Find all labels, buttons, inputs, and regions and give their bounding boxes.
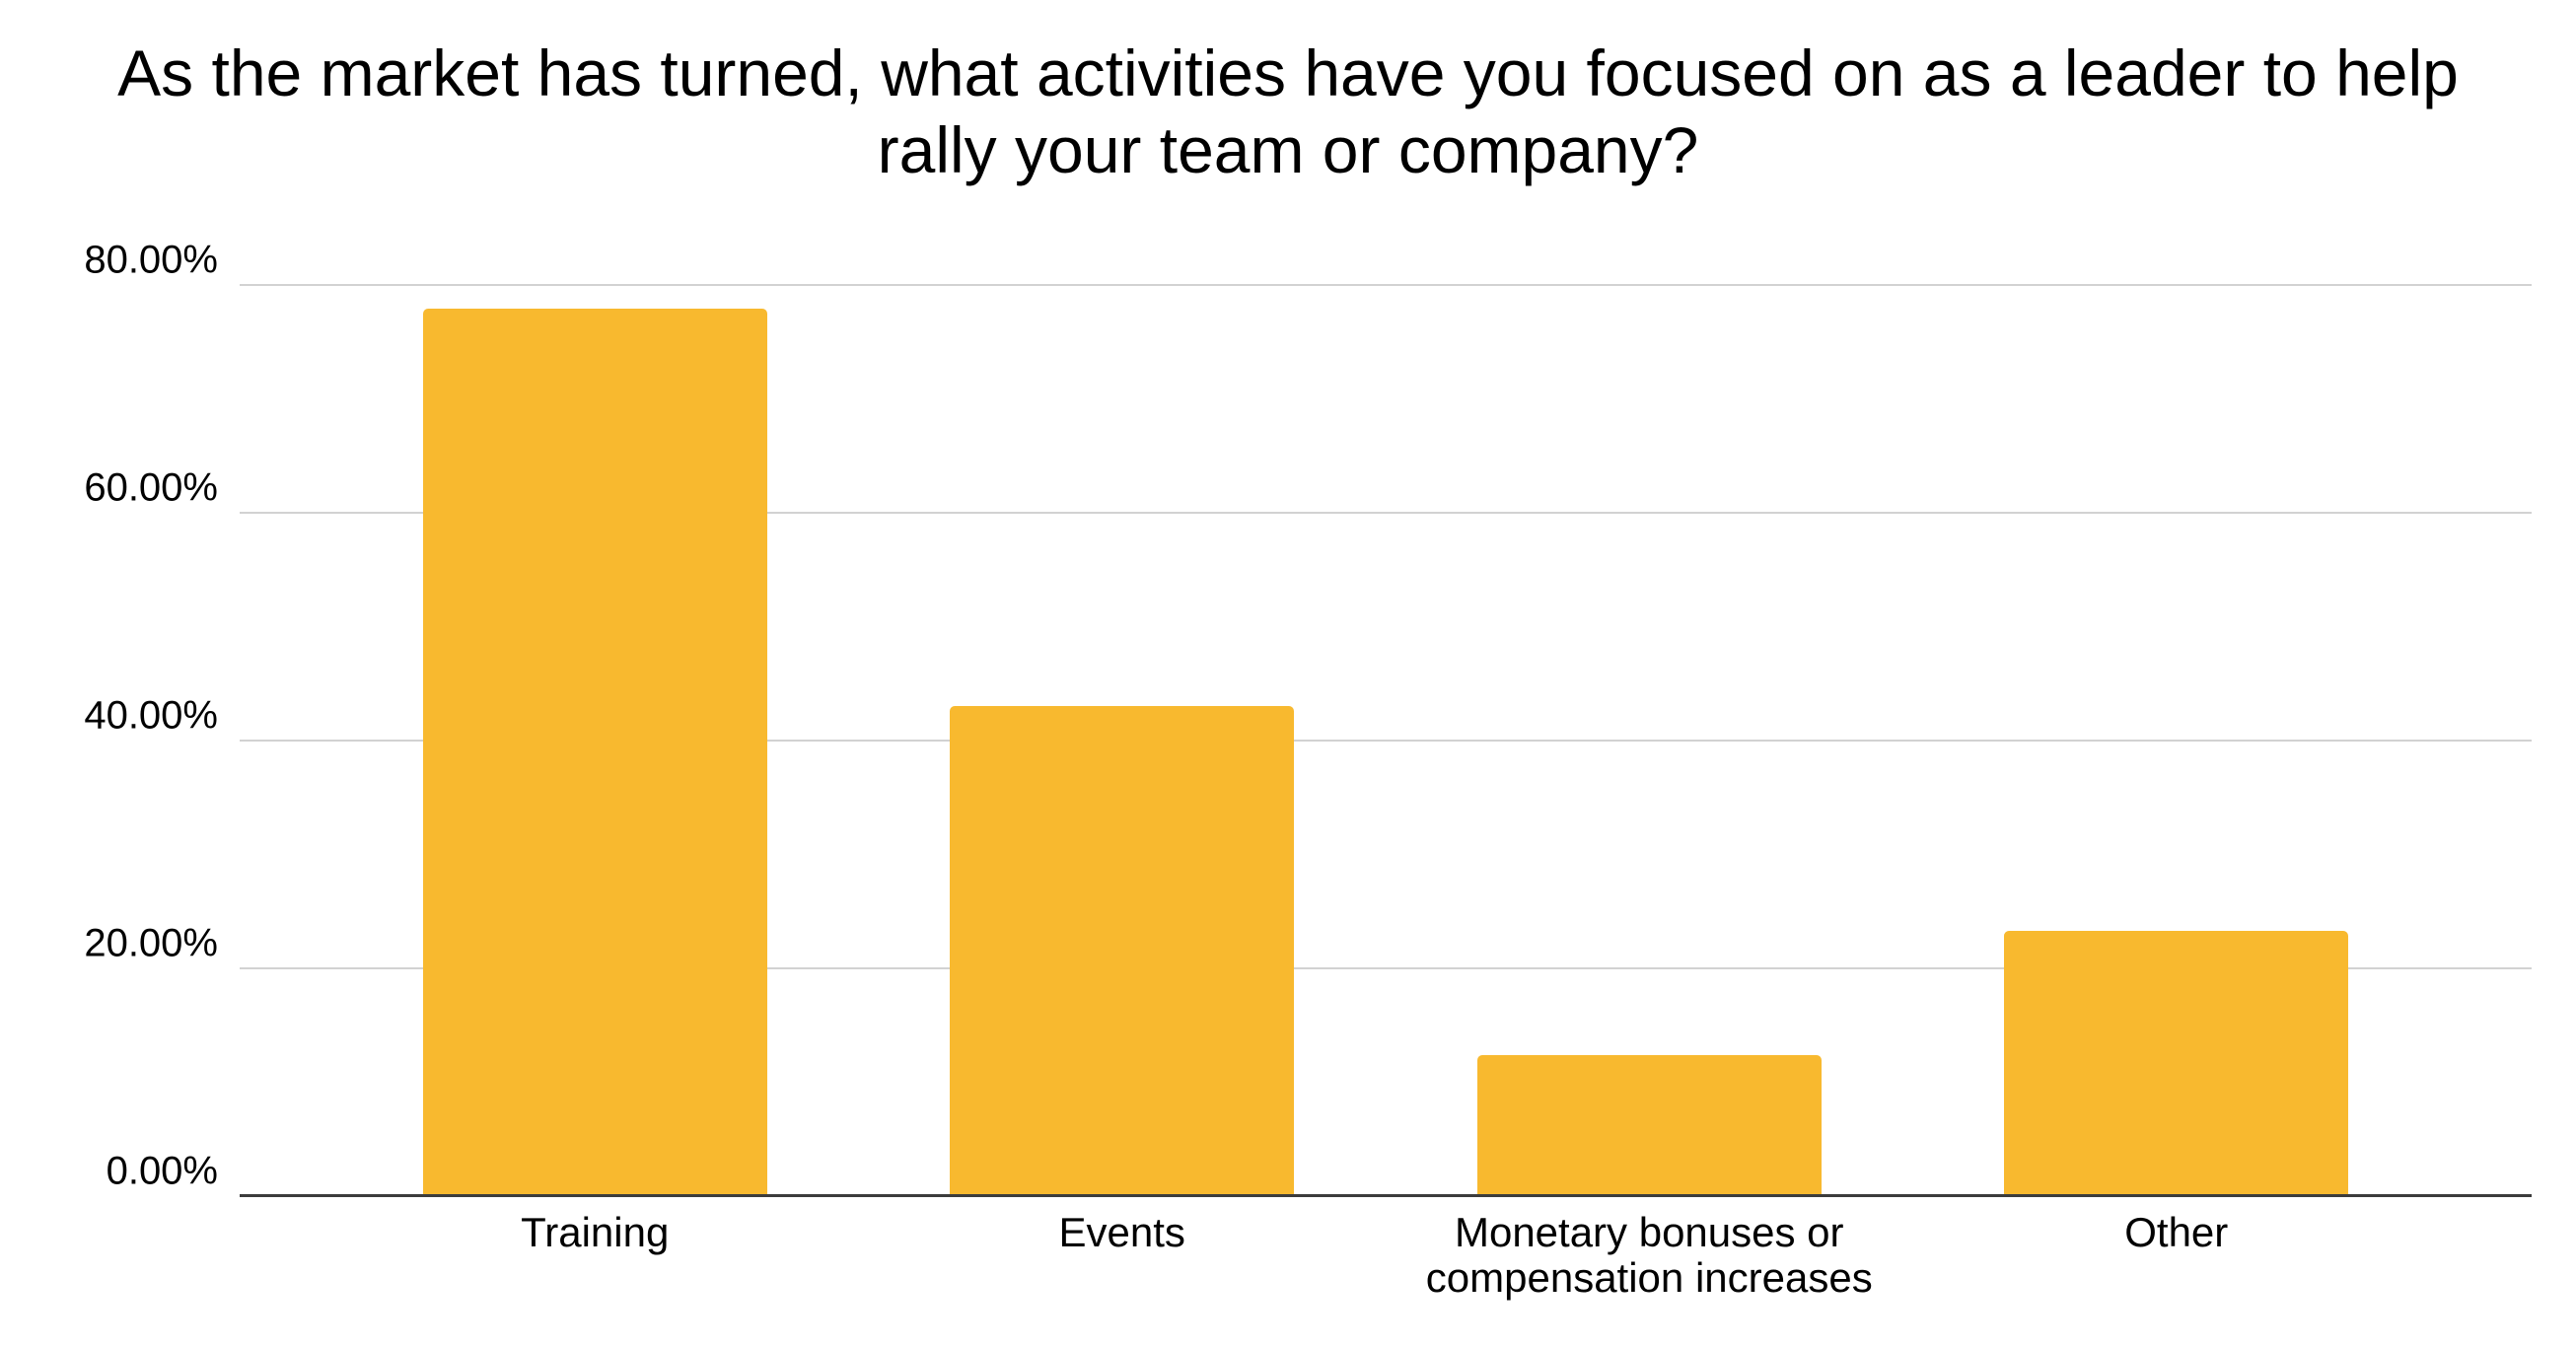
y-axis-tick-label: 20.00% — [84, 921, 218, 965]
bar-events — [950, 706, 1295, 1196]
bar-training — [422, 309, 767, 1196]
x-axis-line — [240, 1194, 2532, 1197]
y-axis-tick-label: 80.00% — [84, 238, 218, 282]
y-axis-tick-label: 60.00% — [84, 465, 218, 510]
bar-other — [2004, 930, 2349, 1196]
bar-monetary — [1476, 1054, 1822, 1196]
x-axis-category-label: Monetary bonuses or compensation increas… — [1425, 1209, 1873, 1302]
plot-area: 0.00% 20.00% 40.00% 60.00% 80.00% Training Eve… — [84, 239, 2532, 1301]
gridline — [240, 284, 2532, 286]
y-axis-tick-label: 40.00% — [84, 693, 218, 738]
gridline — [240, 740, 2532, 742]
gridline — [240, 967, 2532, 969]
gridline — [240, 512, 2532, 514]
x-axis-category-label: Training — [521, 1209, 670, 1255]
x-axis-category-label: Events — [1058, 1209, 1185, 1255]
y-axis-tick-label: 0.00% — [106, 1149, 218, 1193]
x-axis-category-label: Other — [2124, 1209, 2229, 1255]
chart-title: As the market has turned, what activitie… — [117, 36, 2459, 186]
